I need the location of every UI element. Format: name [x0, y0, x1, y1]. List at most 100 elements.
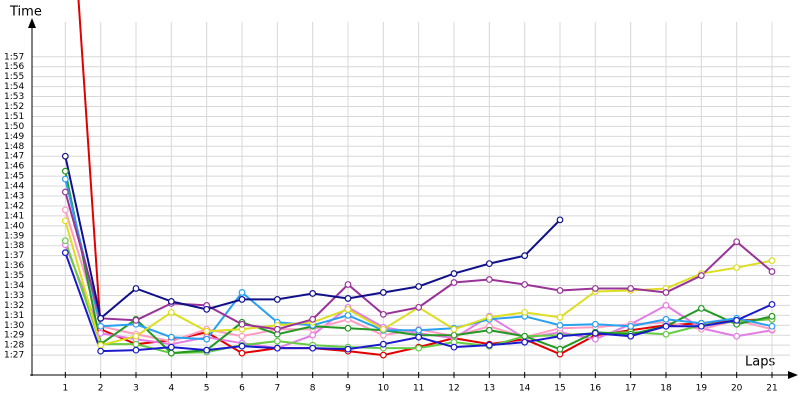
data-point — [273, 325, 281, 333]
data-point — [238, 332, 246, 340]
data-point — [238, 296, 246, 303]
data-point — [344, 345, 352, 353]
data-point — [61, 237, 69, 245]
y-tick-label: 1:45 — [4, 172, 24, 182]
x-tick-label: 1 — [62, 384, 68, 394]
data-point — [238, 289, 246, 296]
data-point — [344, 324, 352, 332]
y-tick-label: 1:48 — [4, 142, 24, 152]
data-point — [61, 167, 69, 175]
data-point — [309, 290, 317, 297]
data-point — [61, 152, 69, 160]
data-point — [273, 344, 281, 352]
data-point — [344, 281, 352, 288]
data-point — [485, 326, 493, 334]
data-point — [733, 264, 741, 272]
data-point — [309, 344, 317, 352]
data-point — [768, 312, 776, 320]
y-tick-label: 1:31 — [4, 311, 24, 321]
data-point — [733, 316, 741, 324]
data-point — [97, 322, 105, 330]
data-point — [415, 333, 423, 341]
x-tick-label: 17 — [625, 384, 636, 394]
data-point — [415, 303, 423, 311]
data-point — [556, 216, 564, 224]
data-point — [591, 329, 599, 337]
x-tick-label: 3 — [133, 384, 139, 394]
data-point — [132, 332, 140, 340]
x-tick-label: 8 — [310, 384, 316, 394]
data-point — [61, 249, 69, 257]
data-point — [379, 340, 387, 348]
x-tick-label: 9 — [345, 384, 351, 394]
data-point — [379, 289, 387, 296]
data-point — [167, 333, 175, 341]
data-point — [238, 342, 246, 350]
x-tick-label: 2 — [98, 384, 104, 394]
data-point — [521, 308, 529, 316]
y-tick-label: 1:50 — [4, 122, 24, 132]
data-point — [556, 345, 564, 353]
data-point — [309, 315, 317, 323]
x-arrow — [788, 371, 798, 379]
data-point — [591, 335, 599, 343]
data-point — [203, 346, 211, 354]
data-point — [450, 325, 458, 333]
y-tick-label: 1:42 — [4, 201, 24, 211]
data-point — [97, 347, 105, 355]
x-tick-label: 6 — [239, 384, 245, 394]
data-point — [450, 279, 458, 286]
y-tick-label: 1:29 — [4, 331, 24, 341]
data-point — [768, 257, 776, 265]
data-point — [132, 340, 140, 348]
x-tick-label: 19 — [696, 384, 708, 394]
y-tick-label: 1:43 — [4, 192, 24, 202]
y-tick-label: 1:44 — [4, 182, 24, 192]
x-tick-label: 5 — [204, 384, 210, 394]
data-point — [203, 335, 211, 343]
x-tick-label: 11 — [413, 384, 424, 394]
y-tick-label: 1:54 — [4, 82, 24, 92]
data-point — [132, 285, 140, 292]
data-point — [556, 321, 564, 329]
x-tick-label: 20 — [731, 384, 743, 394]
y-tick-label: 1:57 — [4, 52, 24, 62]
data-point — [662, 315, 670, 323]
plot-area — [61, 0, 776, 359]
y-tick-label: 1:52 — [4, 102, 24, 112]
y-tick-label: 1:28 — [4, 341, 24, 351]
x-tick-label: 16 — [590, 384, 602, 394]
data-point — [627, 332, 635, 340]
y-arrow — [28, 18, 36, 28]
y-tick-label: 1:51 — [4, 112, 24, 122]
y-tick-label: 1:38 — [4, 241, 24, 251]
data-point — [591, 285, 599, 292]
data-point — [167, 349, 175, 357]
data-point — [485, 260, 493, 268]
data-point — [415, 344, 423, 352]
data-point — [97, 341, 105, 349]
data-point — [697, 304, 705, 312]
data-point — [556, 287, 564, 294]
y-tick-label: 1:53 — [4, 92, 24, 102]
x-tick-label: 10 — [378, 384, 390, 394]
data-point — [344, 311, 352, 319]
y-tick-label: 1:40 — [4, 221, 24, 231]
data-point — [97, 314, 105, 322]
data-point — [450, 343, 458, 351]
data-point — [344, 295, 352, 302]
data-point — [697, 272, 705, 279]
y-tick-label: 1:49 — [4, 132, 24, 142]
data-point — [167, 343, 175, 351]
data-point — [379, 325, 387, 333]
data-point — [167, 298, 175, 305]
x-tick-label: 15 — [554, 384, 565, 394]
data-point — [556, 313, 564, 321]
data-point — [273, 296, 281, 303]
y-tick-label: 1:33 — [4, 291, 24, 301]
y-axis-label: Time — [9, 5, 42, 20]
data-point — [450, 331, 458, 339]
data-point — [450, 270, 458, 277]
data-point — [627, 322, 635, 330]
data-point — [733, 238, 741, 246]
